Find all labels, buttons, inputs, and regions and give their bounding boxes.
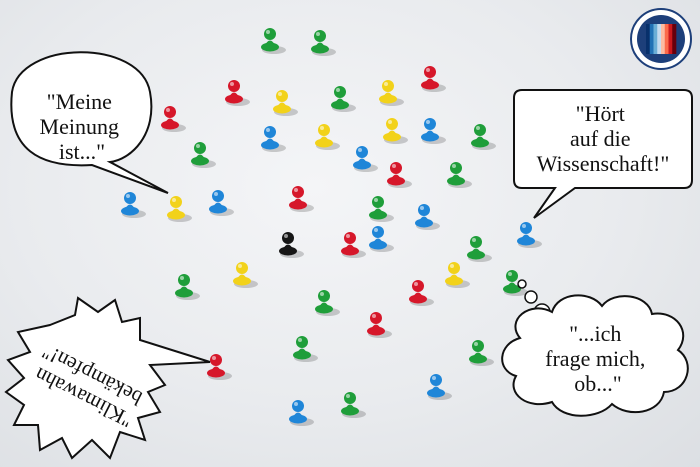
thought-line-1: "...ich xyxy=(569,321,621,346)
speech-bubble-opinion: "Meine Meinung ist..." xyxy=(10,51,169,194)
green-pawn xyxy=(315,290,340,316)
red-pawn xyxy=(387,162,412,188)
warming-stripe xyxy=(657,24,662,54)
science-line-3: Wissenschaft!" xyxy=(537,151,670,176)
red-pawn xyxy=(289,186,314,212)
blue-pawn xyxy=(427,374,452,400)
green-pawn xyxy=(331,86,356,112)
green-pawn xyxy=(447,162,472,188)
red-pawn xyxy=(421,66,446,92)
yellow-pawn xyxy=(445,262,470,288)
warming-stripe xyxy=(664,24,669,54)
red-pawn xyxy=(161,106,186,132)
blue-pawn xyxy=(517,222,542,248)
blue-pawn xyxy=(209,190,234,216)
thought-dot xyxy=(517,279,527,289)
blue-pawn xyxy=(261,126,286,152)
green-pawn xyxy=(261,28,286,54)
green-pawn xyxy=(471,124,496,150)
opinion-line-1: "Meine xyxy=(47,89,112,114)
svg-text:"Hört auf die: "Hört auf die Wissenschaft!" xyxy=(537,101,670,176)
green-pawn xyxy=(469,340,494,366)
green-pawn xyxy=(503,270,528,296)
red-pawn xyxy=(341,232,366,258)
red-pawn xyxy=(225,80,250,106)
blue-pawn xyxy=(121,192,146,218)
thought-line-2: frage mich, xyxy=(545,346,645,371)
opinion-line-3: ist..." xyxy=(59,139,105,164)
green-pawn xyxy=(191,142,216,168)
green-pawn xyxy=(341,392,366,418)
warming-stripes-icon xyxy=(646,24,677,54)
warming-stripe xyxy=(661,24,666,54)
yellow-pawn xyxy=(379,80,404,106)
warming-stripe xyxy=(646,24,651,54)
thought-line-3: ob..." xyxy=(574,371,621,396)
yellow-pawn xyxy=(167,196,192,222)
warming-stripe xyxy=(653,24,658,54)
yellow-pawn xyxy=(273,90,298,116)
green-pawn xyxy=(175,274,200,300)
warming-stripe xyxy=(649,24,654,54)
svg-text:"...ich frage mich,: "...ich frage mich, ob..." xyxy=(545,321,651,396)
blue-pawn xyxy=(415,204,440,230)
shout-bubble-climate: "Klimawahn bekämpfen!" xyxy=(4,296,211,460)
red-pawn xyxy=(409,280,434,306)
blue-pawn xyxy=(421,118,446,144)
warming-stripe xyxy=(672,24,677,54)
speech-bubble-science: "Hört auf die Wissenschaft!" xyxy=(513,89,693,219)
science-line-1: "Hört xyxy=(576,101,625,126)
yellow-pawn xyxy=(383,118,408,144)
blue-pawn xyxy=(289,400,314,426)
thought-bubble: "...ich frage mich, ob..." xyxy=(501,279,689,417)
green-pawn xyxy=(293,336,318,362)
logo-text: SCIENTISTS FOR FUTURE LEIPZIG xyxy=(0,0,690,39)
red-pawn xyxy=(367,312,392,338)
thought-dot xyxy=(524,290,538,304)
yellow-pawn xyxy=(233,262,258,288)
green-pawn xyxy=(311,30,336,56)
svg-text:"Meine Meinung: "Meine Meinung ist..." xyxy=(40,89,125,164)
blue-pawn xyxy=(369,226,394,252)
svg-text:SCIENTISTS FOR FUTURE LEIPZIG: SCIENTISTS FOR FUTURE LEIPZIG xyxy=(0,0,690,39)
green-pawn xyxy=(467,236,492,262)
yellow-pawn xyxy=(315,124,340,150)
red-pawn xyxy=(207,354,232,380)
black-pawn xyxy=(279,232,304,258)
blue-pawn xyxy=(353,146,378,172)
green-pawn xyxy=(369,196,394,222)
science-line-2: auf die xyxy=(570,126,630,151)
opinion-line-2: Meinung xyxy=(40,114,119,139)
warming-stripe xyxy=(668,24,673,54)
